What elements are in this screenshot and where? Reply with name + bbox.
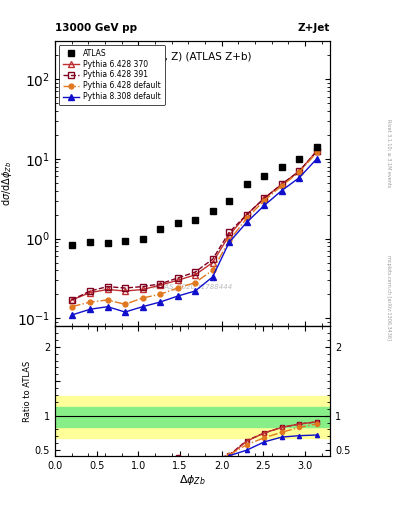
Pythia 6.428 default (123, 301, 127, 307)
X-axis label: $\Delta\phi_{Zb}$: $\Delta\phi_{Zb}$ (179, 473, 206, 487)
ATLAS (279, 163, 284, 169)
Pythia 6.428 391 (297, 168, 302, 174)
Text: 13000 GeV pp: 13000 GeV pp (55, 23, 137, 33)
Line: Pythia 8.308 default: Pythia 8.308 default (69, 156, 320, 318)
Pythia 6.428 370 (227, 232, 231, 239)
ATLAS (140, 236, 145, 242)
Pythia 6.428 391 (105, 284, 110, 290)
Pythia 6.428 default (244, 215, 249, 221)
Pythia 6.428 370 (123, 288, 127, 294)
Pythia 6.428 default (175, 285, 180, 291)
Pythia 6.428 391 (193, 269, 197, 275)
Pythia 6.428 default (88, 299, 92, 305)
Text: mcplots.cern.ch [arXiv:1306.3436]: mcplots.cern.ch [arXiv:1306.3436] (386, 254, 391, 339)
ATLAS (297, 156, 302, 162)
Line: Pythia 6.428 370: Pythia 6.428 370 (69, 148, 320, 303)
Pythia 8.308 default (175, 293, 180, 299)
ATLAS (69, 242, 74, 248)
Pythia 6.428 370 (158, 282, 162, 288)
Pythia 6.428 default (158, 291, 162, 297)
Pythia 8.308 default (69, 312, 74, 318)
Pythia 8.308 default (140, 304, 145, 310)
Y-axis label: Ratio to ATLAS: Ratio to ATLAS (23, 360, 32, 421)
Pythia 6.428 370 (314, 148, 319, 154)
Pythia 6.428 391 (140, 284, 145, 290)
ATLAS (193, 217, 197, 223)
Pythia 8.308 default (279, 187, 284, 194)
Pythia 8.308 default (123, 309, 127, 315)
Pythia 6.428 default (140, 295, 145, 301)
ATLAS (244, 181, 249, 187)
Pythia 6.428 370 (105, 286, 110, 292)
Pythia 6.428 370 (193, 272, 197, 278)
Line: Pythia 6.428 default: Pythia 6.428 default (69, 150, 319, 309)
ATLAS (227, 198, 231, 204)
Pythia 6.428 391 (69, 297, 74, 303)
Pythia 6.428 default (279, 183, 284, 189)
Pythia 6.428 default (210, 267, 215, 273)
Pythia 8.308 default (227, 239, 231, 245)
Pythia 6.428 370 (210, 260, 215, 266)
Pythia 6.428 370 (297, 168, 302, 174)
Pythia 6.428 391 (123, 285, 127, 291)
Pythia 8.308 default (193, 288, 197, 294)
ATLAS (175, 220, 180, 226)
ATLAS (262, 174, 266, 180)
Pythia 6.428 default (314, 150, 319, 156)
Text: Z+Jet: Z+Jet (298, 23, 330, 33)
Pythia 6.428 391 (175, 275, 180, 281)
Y-axis label: d$\sigma$/d$\Delta\phi_{Zb}$: d$\sigma$/d$\Delta\phi_{Zb}$ (0, 161, 14, 206)
Pythia 8.308 default (244, 219, 249, 225)
Line: ATLAS: ATLAS (69, 144, 320, 248)
Pythia 6.428 370 (69, 297, 74, 303)
Pythia 6.428 370 (244, 211, 249, 218)
Pythia 8.308 default (210, 274, 215, 280)
ATLAS (314, 144, 319, 150)
Legend: ATLAS, Pythia 6.428 370, Pythia 6.428 391, Pythia 6.428 default, Pythia 8.308 de: ATLAS, Pythia 6.428 370, Pythia 6.428 39… (59, 45, 165, 105)
Pythia 8.308 default (88, 306, 92, 312)
Pythia 8.308 default (158, 299, 162, 305)
Pythia 6.428 391 (158, 281, 162, 287)
Pythia 6.428 370 (262, 195, 266, 201)
Text: ATLAS_2020_I1788444: ATLAS_2020_I1788444 (152, 283, 233, 290)
Text: Δφ(jet, Z) (ATLAS Z+b): Δφ(jet, Z) (ATLAS Z+b) (133, 52, 252, 62)
Pythia 8.308 default (262, 202, 266, 208)
Pythia 6.428 370 (88, 290, 92, 296)
Pythia 6.428 370 (175, 277, 180, 283)
Pythia 6.428 default (262, 198, 266, 204)
Pythia 8.308 default (314, 156, 319, 162)
Pythia 6.428 default (69, 304, 74, 310)
Pythia 6.428 391 (244, 211, 249, 218)
Pythia 6.428 391 (314, 148, 319, 154)
Pythia 6.428 default (297, 169, 302, 175)
Pythia 6.428 391 (279, 181, 284, 187)
Pythia 6.428 default (227, 237, 231, 243)
Pythia 8.308 default (297, 175, 302, 181)
ATLAS (123, 239, 127, 245)
Pythia 6.428 default (193, 280, 197, 286)
Text: Rivet 3.1.10; ≥ 3.1M events: Rivet 3.1.10; ≥ 3.1M events (386, 119, 391, 188)
Line: Pythia 6.428 391: Pythia 6.428 391 (69, 148, 320, 303)
Pythia 6.428 391 (210, 256, 215, 262)
Pythia 6.428 370 (279, 181, 284, 187)
Pythia 8.308 default (105, 304, 110, 310)
ATLAS (105, 240, 110, 246)
ATLAS (210, 208, 215, 215)
Pythia 6.428 391 (227, 229, 231, 236)
Pythia 6.428 391 (262, 195, 266, 201)
Pythia 6.428 391 (88, 288, 92, 294)
Pythia 6.428 default (105, 297, 110, 303)
ATLAS (88, 239, 92, 245)
ATLAS (158, 226, 162, 232)
Pythia 6.428 370 (140, 286, 145, 292)
